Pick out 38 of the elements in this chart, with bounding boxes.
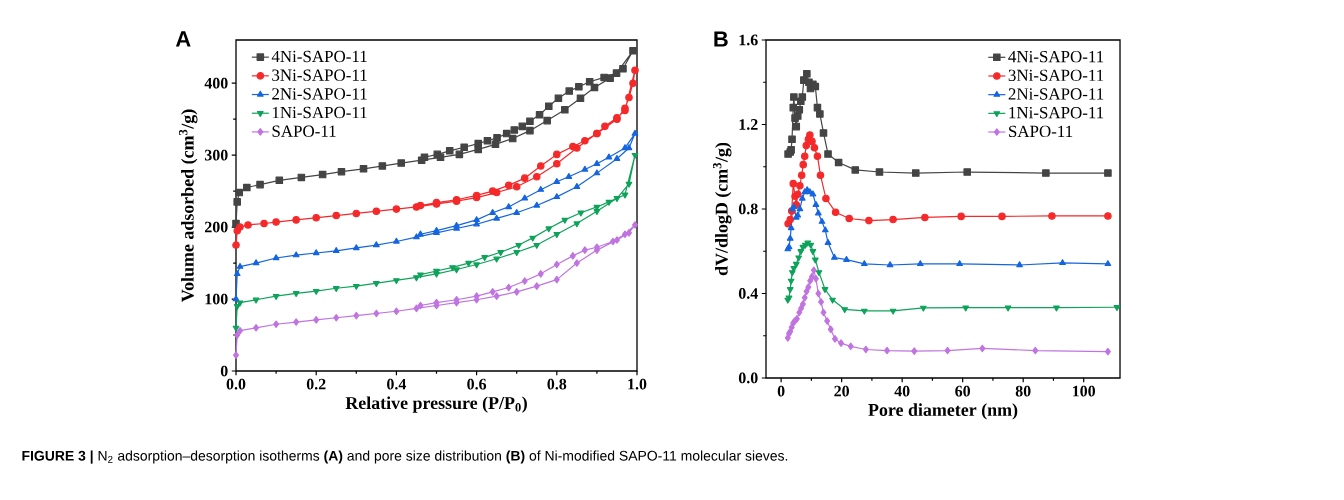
x-tick-label: 40 (894, 385, 910, 397)
y-tick-label: 1.2 (739, 119, 758, 130)
legend-label: 4Ni-SAPO-11 (1008, 50, 1104, 63)
x-axis-title: Pore diameter (nm) (868, 403, 1018, 420)
x-axis-title: Relative pressure (P/P$_{0}$) (345, 396, 527, 413)
x-tick-label: 0.0 (226, 378, 246, 390)
legend-label: 1Ni-SAPO-11 (272, 106, 367, 119)
y-tick-label: 300 (204, 149, 228, 161)
chart-title: A (175, 31, 191, 47)
x-tick-label: 100 (1073, 385, 1096, 397)
legend-label: 3Ni-SAPO-11 (272, 69, 367, 81)
legend-label: 2Ni-SAPO-11 (272, 88, 367, 100)
x-tick-label: 0.4 (387, 378, 407, 390)
y-tick-label: 400 (204, 77, 228, 89)
y-tick-label: 200 (204, 221, 228, 233)
text: FIGURE 3 | N$_{2}$ adsorption–desorption isotherms (A) and pore size distribution (B) of Ni-modified SAPO-11 molecular sieves. (22, 450, 788, 464)
legend-label: SAPO-11 (1009, 125, 1073, 138)
legend-label: 4Ni-SAPO-11 (271, 50, 367, 63)
x-tick-label: 0.8 (547, 378, 567, 390)
x-tick-label: 1.0 (628, 378, 647, 390)
legend-label: SAPO-11 (272, 125, 336, 137)
y-tick-label: 1.6 (739, 34, 758, 46)
chart-title: B (714, 31, 728, 47)
y-tick-label: 0.4 (738, 288, 758, 299)
x-tick-label: 0 (777, 385, 785, 397)
y-axis-title: dV/dlogD (cm$^{3}$/g) (712, 142, 732, 276)
legend-label: 2Ni-SAPO-11 (1008, 88, 1104, 100)
x-tick-label: 60 (955, 385, 971, 397)
legend-label: 3Ni-SAPO-11 (1008, 69, 1104, 82)
x-tick-label: 0.2 (306, 378, 326, 390)
y-axis-title: Volume adsorbed (cm$^{3}$/g) (178, 109, 198, 302)
y-tick-label: 0.8 (738, 203, 758, 215)
x-tick-label: 80 (1015, 385, 1031, 397)
y-tick-label: 100 (205, 293, 228, 305)
legend-label: 1Ni-SAPO-11 (1009, 107, 1104, 119)
x-tick-label: 20 (834, 385, 850, 397)
y-tick-label: 0 (220, 365, 228, 377)
x-tick-label: 0.6 (467, 378, 487, 390)
